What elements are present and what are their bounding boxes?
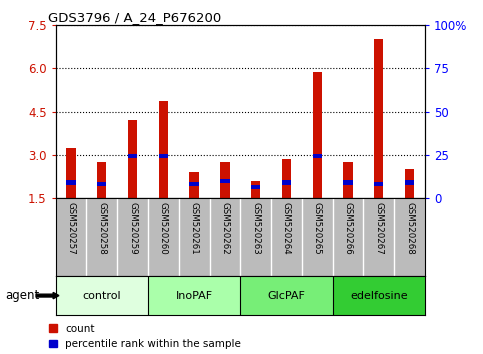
Bar (240, 276, 333, 315)
Text: GSM520258: GSM520258 (97, 202, 106, 255)
Bar (405, 180, 414, 184)
Text: GSM520266: GSM520266 (343, 202, 353, 255)
Bar (189, 172, 199, 198)
Bar (159, 101, 168, 198)
Bar (56, 276, 148, 315)
Bar (282, 159, 291, 198)
Text: agent: agent (5, 289, 39, 302)
Bar (159, 154, 168, 159)
Bar (333, 276, 425, 315)
Legend: count, percentile rank within the sample: count, percentile rank within the sample (49, 324, 241, 349)
Text: GSM520265: GSM520265 (313, 202, 322, 255)
Text: GDS3796 / A_24_P676200: GDS3796 / A_24_P676200 (48, 11, 221, 24)
Bar (128, 120, 137, 198)
Text: GSM520259: GSM520259 (128, 202, 137, 255)
Bar (66, 148, 75, 198)
Bar (282, 180, 291, 184)
Bar (97, 162, 106, 198)
Bar (313, 73, 322, 198)
Text: control: control (83, 291, 121, 301)
Text: GSM520268: GSM520268 (405, 202, 414, 255)
Bar (374, 182, 384, 186)
Bar (313, 154, 322, 159)
Text: GSM520260: GSM520260 (159, 202, 168, 255)
Bar (148, 276, 241, 315)
Bar (251, 181, 260, 198)
Bar (220, 179, 229, 183)
Bar (343, 180, 353, 184)
Bar (66, 180, 75, 184)
Bar (405, 169, 414, 198)
Text: GSM520267: GSM520267 (374, 202, 384, 255)
Bar (220, 162, 229, 198)
Text: GlcPAF: GlcPAF (268, 291, 305, 301)
Text: GSM520262: GSM520262 (220, 202, 229, 255)
Bar (343, 162, 353, 198)
Bar (189, 182, 199, 186)
Bar (251, 184, 260, 189)
Text: GSM520261: GSM520261 (190, 202, 199, 255)
Text: edelfosine: edelfosine (350, 291, 408, 301)
Bar (128, 154, 137, 159)
Text: GSM520264: GSM520264 (282, 202, 291, 255)
Text: InoPAF: InoPAF (175, 291, 213, 301)
Text: GSM520257: GSM520257 (67, 202, 75, 255)
Text: GSM520263: GSM520263 (251, 202, 260, 255)
Bar (374, 39, 384, 198)
Bar (97, 182, 106, 186)
